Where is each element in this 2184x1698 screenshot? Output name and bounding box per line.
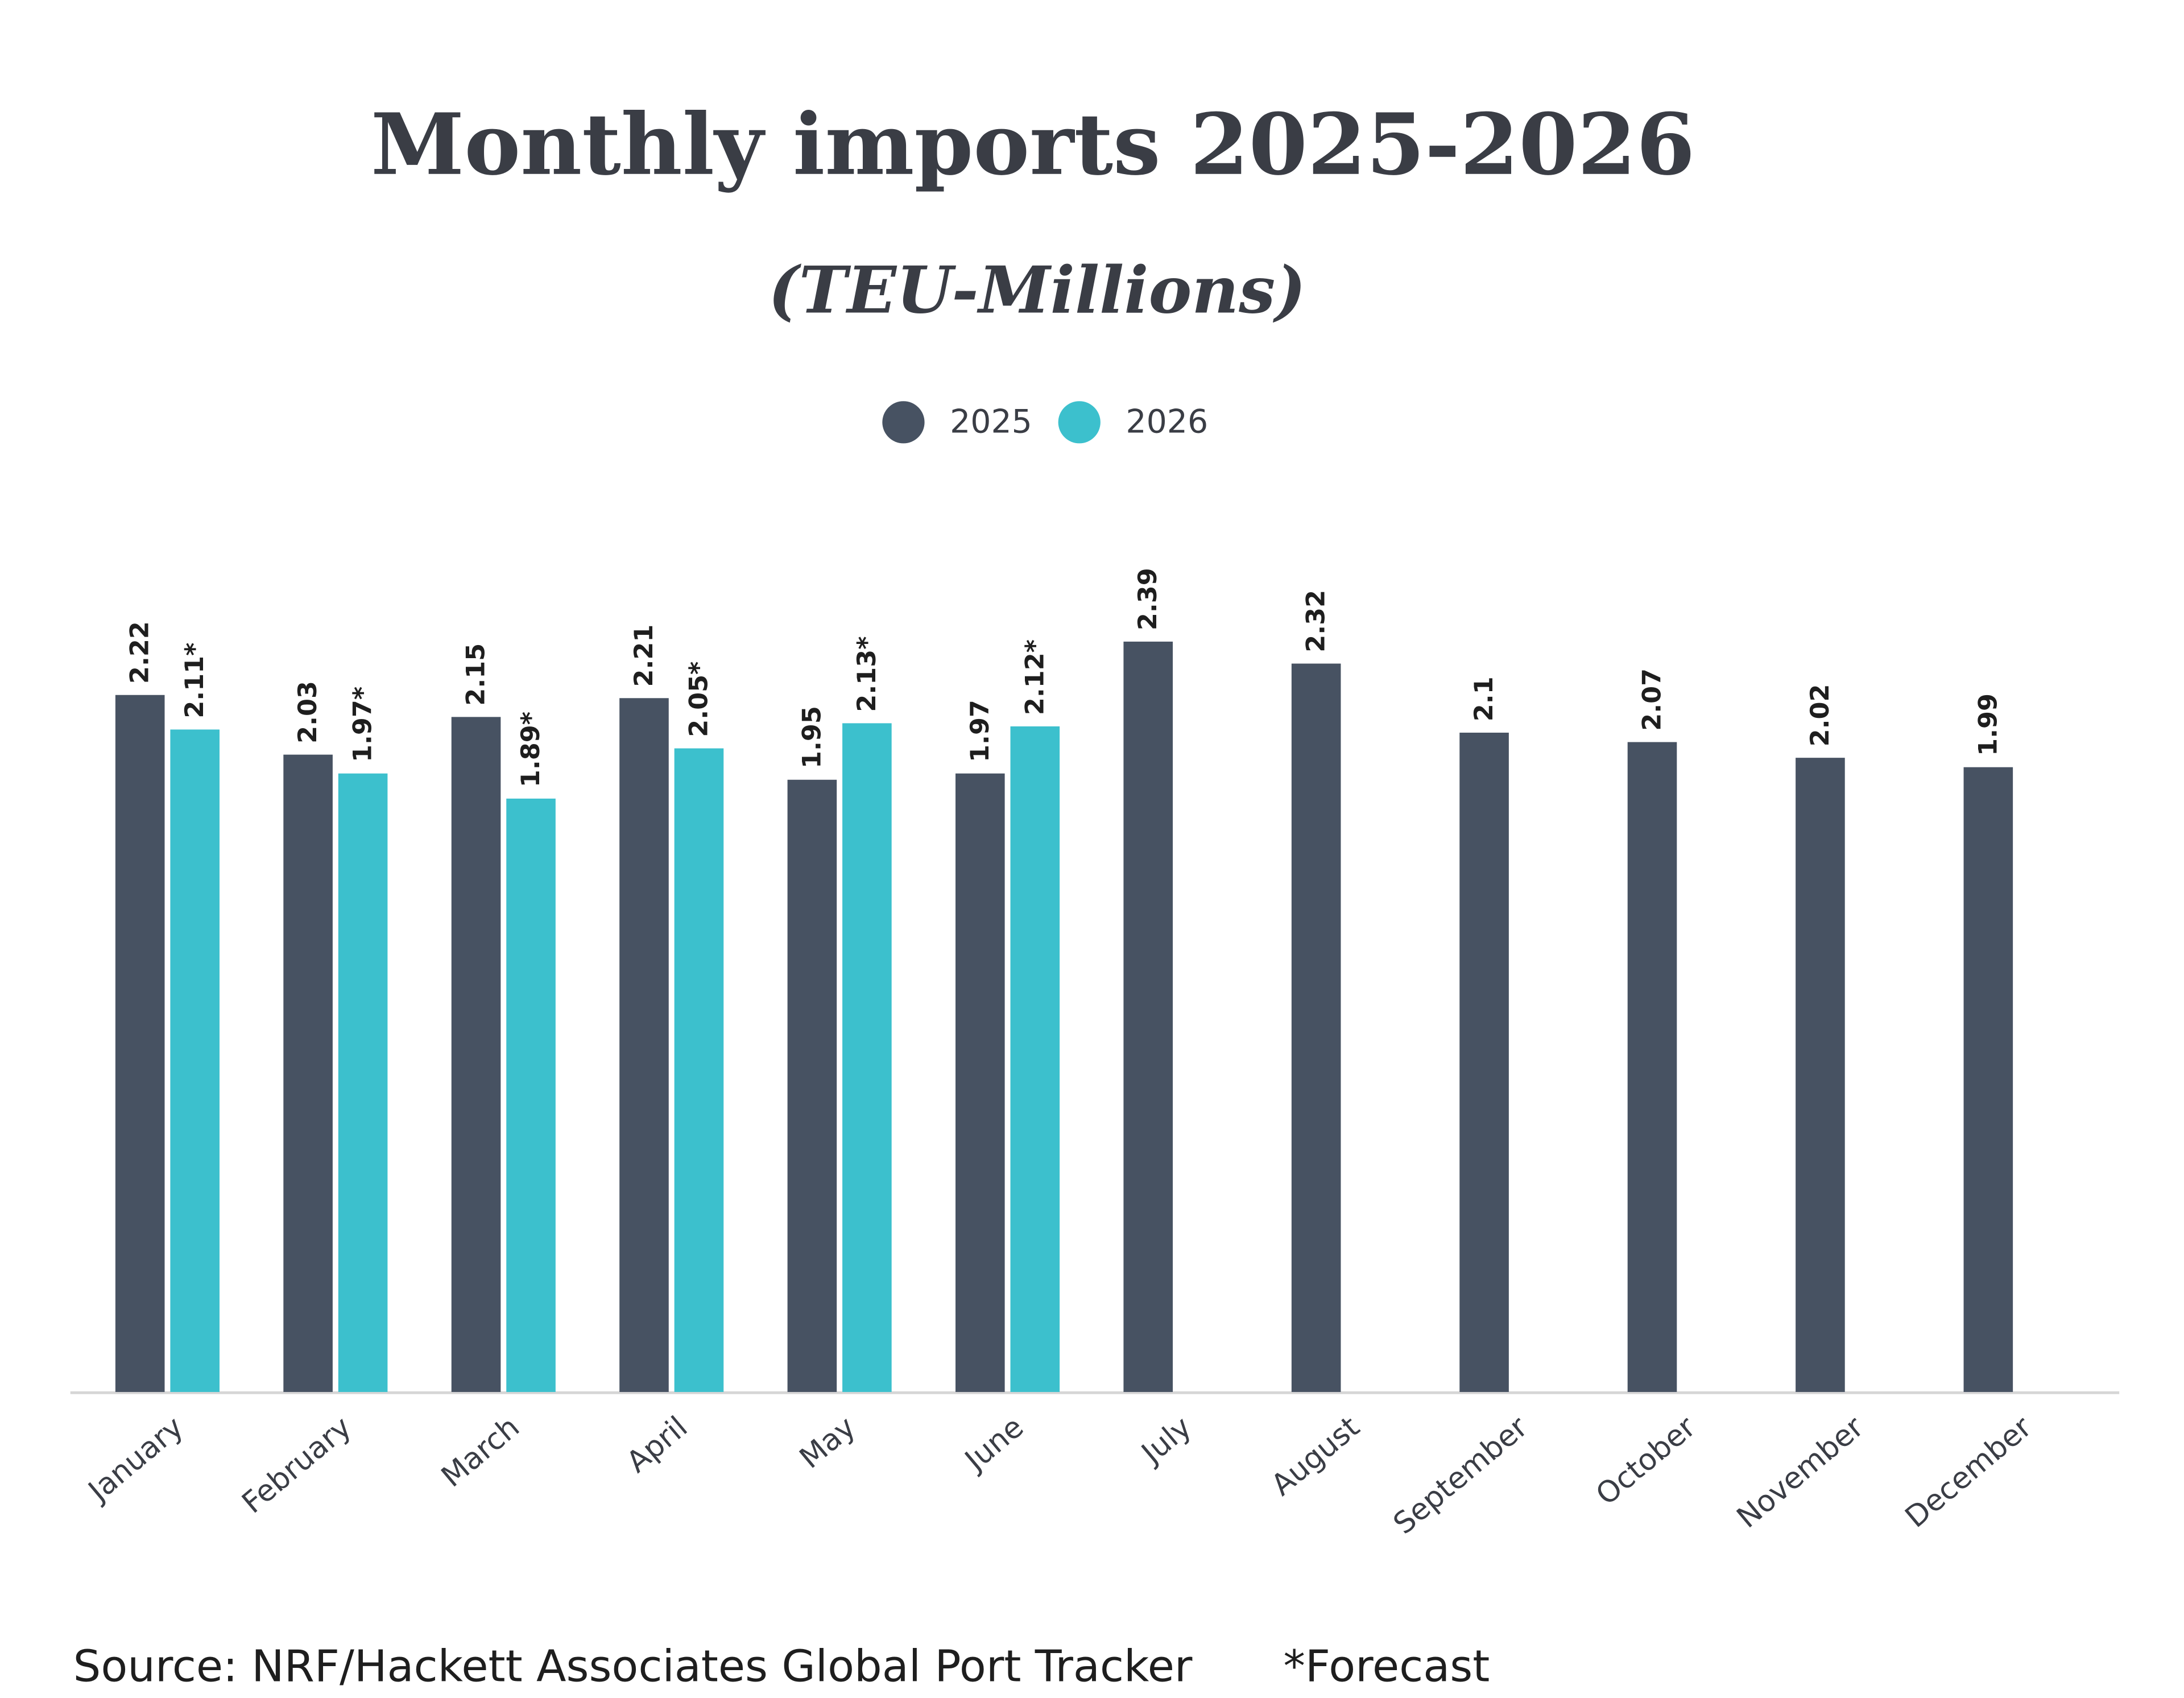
chart-title: Monthly imports 2025-2026 — [371, 96, 1695, 195]
bar — [170, 729, 220, 1393]
value-label: 2.02 — [1805, 684, 1835, 746]
bar — [115, 695, 165, 1393]
value-label: 2.12* — [1020, 639, 1049, 715]
bar — [1459, 732, 1509, 1393]
value-label: 2.21 — [629, 625, 659, 687]
value-label: 2.22 — [125, 621, 155, 684]
bar — [1291, 663, 1341, 1393]
source-note: Source: NRF/Hackett Associates Global Po… — [73, 1641, 1193, 1692]
bar — [1123, 641, 1173, 1393]
forecast-note: *Forecast — [1283, 1641, 1490, 1692]
bar — [674, 748, 724, 1393]
bar — [338, 773, 388, 1393]
value-label: 2.11* — [180, 643, 209, 718]
value-label: 1.89* — [516, 712, 545, 787]
bar — [842, 723, 892, 1393]
value-label: 1.97 — [965, 700, 995, 762]
bar — [506, 798, 556, 1393]
value-label: 2.07 — [1637, 668, 1666, 731]
bar — [1627, 742, 1677, 1393]
legend-label: 2025 — [950, 403, 1032, 440]
bar — [956, 773, 1005, 1393]
bar — [619, 698, 669, 1393]
value-label: 2.32 — [1301, 590, 1331, 652]
value-label: 2.39 — [1133, 568, 1163, 630]
value-label: 2.1 — [1469, 676, 1499, 721]
bar — [451, 717, 501, 1393]
value-label: 2.03 — [293, 681, 322, 743]
value-label: 2.15 — [461, 643, 491, 706]
value-label: 1.99 — [1973, 693, 2003, 756]
bar — [1010, 726, 1060, 1393]
legend-swatch — [1058, 401, 1101, 444]
bar — [1796, 758, 1845, 1393]
value-label: 2.05* — [684, 662, 713, 737]
value-label: 2.13* — [852, 636, 882, 712]
legend-label: 2026 — [1126, 403, 1208, 440]
chart-subtitle: (TEU-Millions) — [768, 252, 1306, 328]
bar — [787, 779, 837, 1393]
legend-swatch — [882, 401, 925, 444]
value-label: 1.97* — [348, 687, 378, 762]
bar — [283, 754, 333, 1393]
bar — [1963, 767, 2013, 1393]
value-label: 1.95 — [797, 706, 826, 769]
